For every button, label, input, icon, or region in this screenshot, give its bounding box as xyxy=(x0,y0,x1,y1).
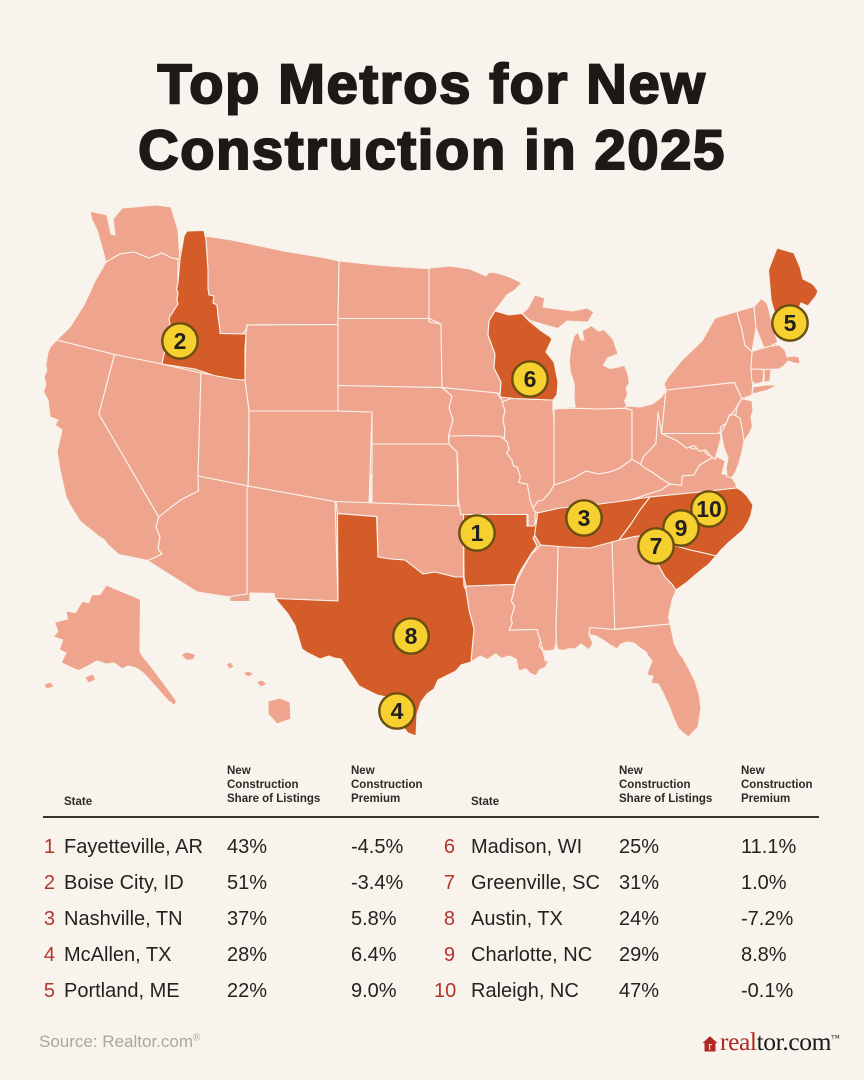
svg-text:4: 4 xyxy=(391,698,404,724)
svg-text:9: 9 xyxy=(675,515,688,541)
svg-text:r: r xyxy=(708,1040,712,1052)
svg-text:3: 3 xyxy=(578,505,591,531)
svg-text:5: 5 xyxy=(784,310,797,336)
svg-text:2: 2 xyxy=(174,328,187,354)
svg-text:1: 1 xyxy=(471,520,484,546)
svg-text:8: 8 xyxy=(405,623,418,649)
svg-text:6: 6 xyxy=(524,366,537,392)
svg-text:7: 7 xyxy=(650,533,663,559)
svg-text:10: 10 xyxy=(696,496,722,522)
